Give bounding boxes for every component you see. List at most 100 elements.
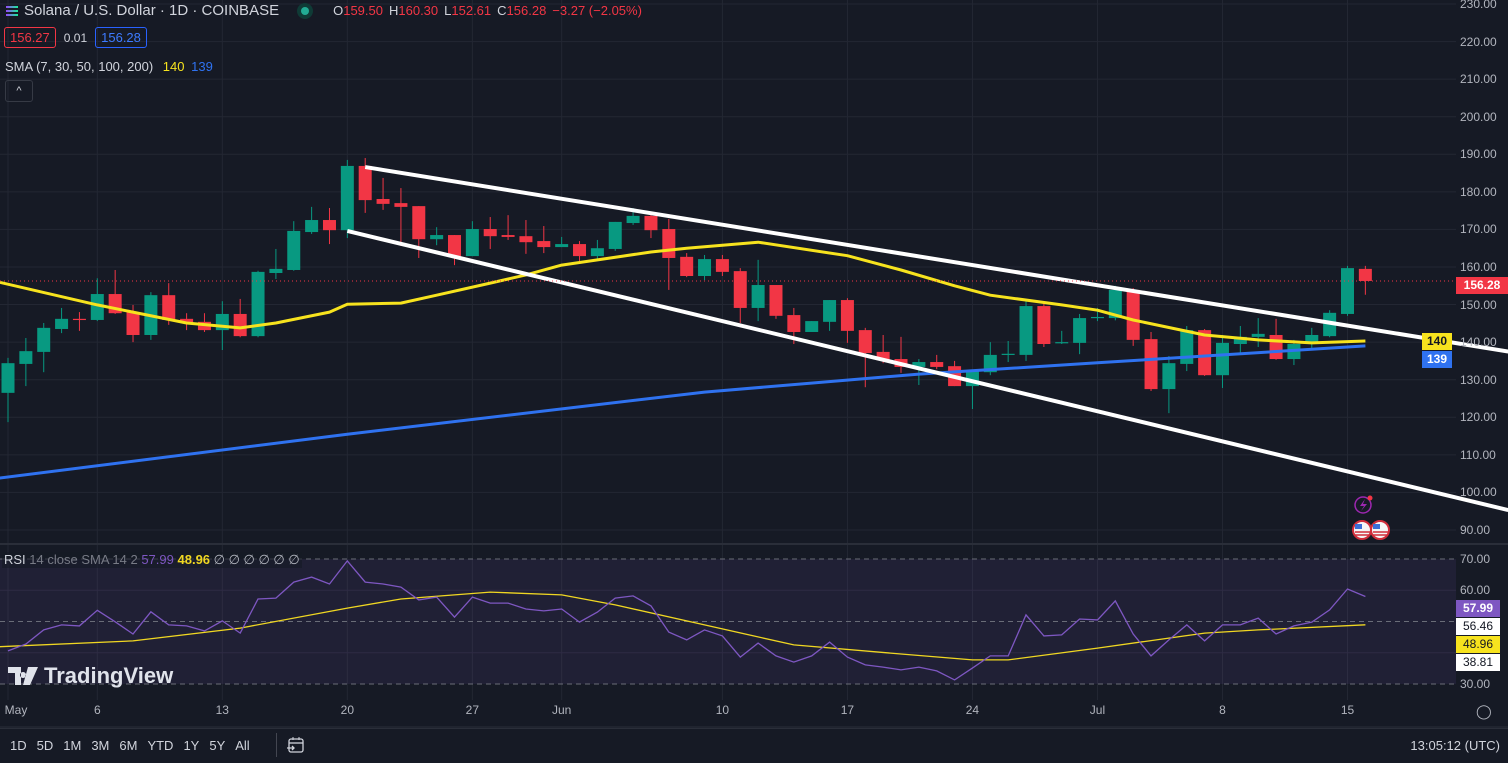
time-axis-label: 27 [465, 703, 480, 717]
price-axis-label: 170.00 [1460, 222, 1497, 237]
candle-down [233, 313, 247, 337]
rsi-sma-value: 48.96 [177, 552, 211, 567]
candle-up [1108, 289, 1122, 319]
time-axis-label: 10 [715, 703, 730, 717]
candle-up [751, 285, 765, 308]
candle-down [412, 206, 426, 240]
candle-down [930, 362, 944, 367]
rsi-lines [0, 559, 1366, 681]
time-axis-label: May [4, 703, 28, 717]
candle-down [662, 229, 676, 258]
solana-icon [6, 5, 18, 16]
chevron-up-icon[interactable]: ^ [5, 80, 33, 102]
range-button-ytd[interactable]: YTD [147, 738, 174, 753]
rsi-label: RSI [4, 552, 26, 567]
candle-down [448, 235, 461, 257]
candle-up [983, 354, 997, 373]
range-button-6m[interactable]: 6M [119, 738, 138, 753]
candle-down [1198, 330, 1212, 376]
sma-yellow-tag: 140 [1422, 333, 1452, 350]
candle-up [1162, 363, 1176, 390]
price-axis-label: 220.00 [1460, 34, 1497, 49]
rsi-sma-tag: 48.96 [1456, 636, 1500, 653]
candle-down [126, 312, 140, 335]
price-axis-label: 140.00 [1460, 335, 1497, 350]
range-button-5y[interactable]: 5Y [209, 738, 226, 753]
range-button-1m[interactable]: 1M [63, 738, 82, 753]
candle-up [37, 327, 51, 352]
candle-up [823, 300, 837, 322]
sma-blue-line [0, 344, 1366, 480]
price-axis-label: 90.00 [1460, 522, 1491, 537]
candle-down [483, 229, 497, 237]
symbol-title[interactable]: Solana / U.S. Dollar · 1D · COINBASE [24, 2, 280, 19]
close-value: 156.28 [506, 3, 547, 18]
price-axis-label: 100.00 [1460, 485, 1497, 500]
candle-up [608, 221, 622, 249]
sell-button[interactable]: 156.27 [4, 27, 56, 48]
go-to-date-icon[interactable] [286, 735, 306, 755]
candle-down [876, 351, 890, 361]
candle-down [162, 295, 176, 320]
us-flag-event-icon[interactable] [1370, 520, 1390, 540]
bottom-toolbar: 1D 5D 1M 3M 6M YTD 1Y 5Y All 13:05:12 (UTC) [0, 728, 1508, 763]
price-axis-label: 130.00 [1460, 372, 1497, 387]
candle-down [715, 259, 729, 272]
rsi-upper-tag: 56.46 [1456, 618, 1500, 635]
tradingview-logo-text: TradingView [44, 663, 174, 688]
price-axis-label: 200.00 [1460, 109, 1497, 124]
market-open-status-icon[interactable] [297, 2, 314, 19]
rsi-line [7, 559, 1366, 681]
toolbar-divider [276, 733, 277, 757]
low-label: L [444, 3, 452, 18]
candle-down [840, 300, 854, 331]
tradingview-logo[interactable]: TradingView [8, 663, 173, 689]
candle-down [1144, 339, 1158, 390]
candle-down [180, 318, 194, 323]
time-axis-label: 17 [840, 703, 855, 717]
range-button-5d[interactable]: 5D [36, 738, 54, 753]
candle-up [287, 230, 301, 270]
clock[interactable]: 13:05:12 (UTC) [1410, 738, 1500, 753]
tradingview-logo-icon [8, 667, 38, 685]
candle-up [1001, 353, 1015, 355]
candle-up [90, 294, 104, 320]
price-axis-label: 180.00 [1460, 184, 1497, 199]
buy-button[interactable]: 156.28 [95, 27, 147, 48]
candle-down [733, 271, 747, 308]
candle-up [55, 318, 69, 329]
candle-up [590, 248, 604, 257]
range-button-all[interactable]: All [235, 738, 250, 753]
candle-up [1019, 306, 1033, 355]
candle-up [430, 235, 444, 240]
range-button-1d[interactable]: 1D [10, 738, 27, 753]
candle-down [322, 220, 336, 231]
settings-icon[interactable]: ◯ [1476, 703, 1492, 719]
candle-up [1233, 336, 1247, 345]
rsi-value-tag: 57.99 [1456, 600, 1500, 617]
candle-down [644, 215, 658, 231]
candle-up [340, 165, 354, 231]
lightning-event-icon[interactable] [1354, 495, 1373, 514]
range-button-3m[interactable]: 3M [91, 738, 110, 753]
candle-up [1305, 334, 1319, 345]
us-flag-event-icon[interactable] [1352, 520, 1372, 540]
candle-down [787, 315, 801, 332]
low-value: 152.61 [451, 3, 492, 18]
range-buttons: 1D 5D 1M 3M 6M YTD 1Y 5Y All [10, 738, 250, 753]
candle-up [1073, 318, 1087, 343]
sma-legend[interactable]: SMA (7, 30, 50, 100, 200) 140 139 [5, 59, 213, 74]
candle-up [1251, 333, 1265, 337]
time-axis-label: Jul [1089, 703, 1106, 717]
close-label: C [497, 3, 507, 18]
time-axis-label: 20 [340, 703, 355, 717]
range-button-1y[interactable]: 1Y [183, 738, 200, 753]
channel-trendline [364, 165, 1508, 354]
candle-down [358, 165, 372, 201]
rsi-sma-line [0, 591, 1366, 661]
rsi-legend[interactable]: RSI 14 close SMA 14 2 57.99 48.96 ∅ ∅ ∅ … [2, 552, 302, 568]
candle-down [501, 235, 515, 237]
candle-up [1, 363, 15, 393]
spread-value: 0.01 [63, 30, 88, 45]
